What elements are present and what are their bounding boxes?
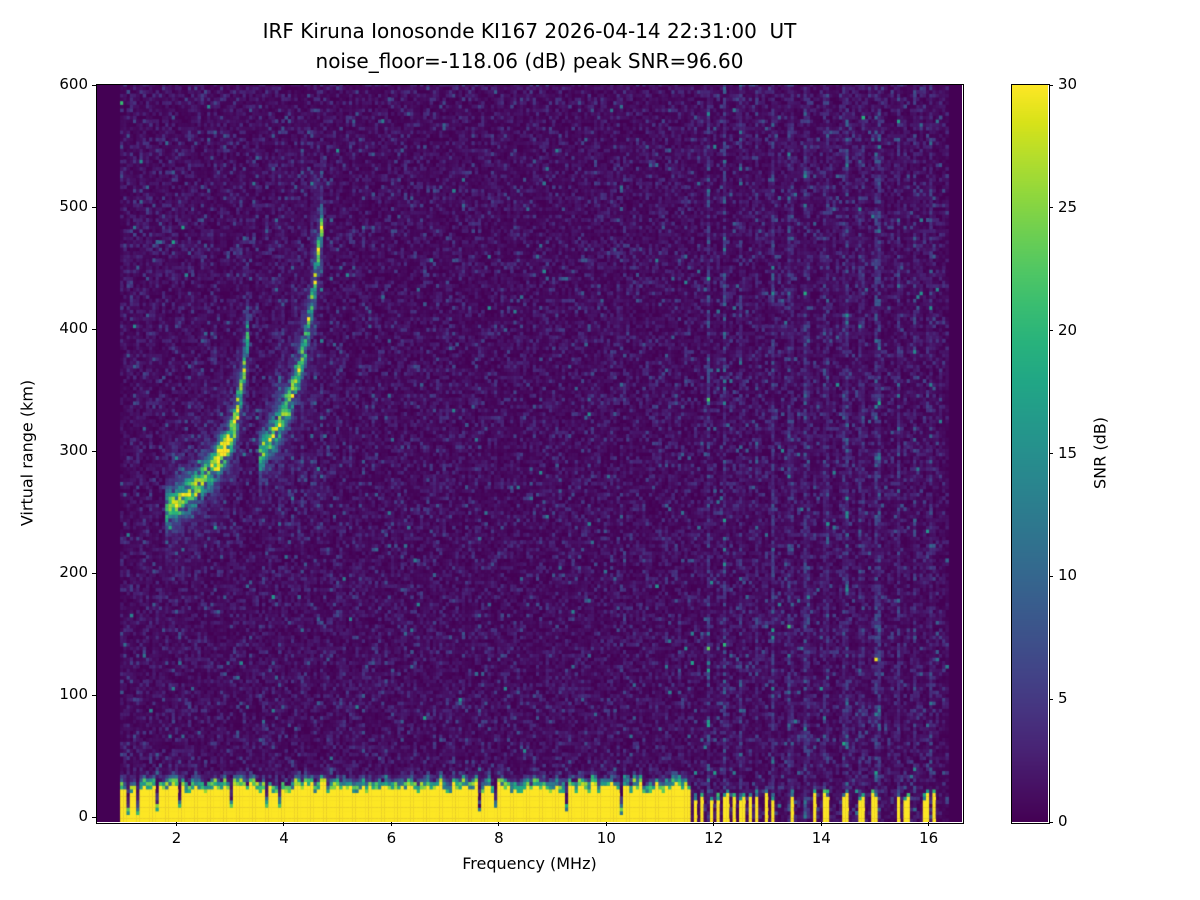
colorbar-tick-mark [1049,698,1053,700]
colorbar-tick-label: 15 [1058,443,1078,462]
y-tick-mark [92,84,96,86]
y-tick-label: 500 [59,197,88,216]
x-tick-label: 12 [704,829,724,847]
colorbar-tick-label: 30 [1058,75,1078,93]
x-tick-label: 10 [596,829,616,847]
y-tick-label: 200 [59,563,88,582]
y-tick-label: 600 [59,75,88,93]
x-tick-mark [928,822,930,826]
y-tick-label: 0 [78,807,88,826]
colorbar-tick-mark [1049,207,1053,209]
ionogram-heatmap [97,85,962,822]
y-tick-mark [92,206,96,208]
x-tick-mark [820,822,822,826]
colorbar-tick-mark [1049,575,1053,577]
x-tick-mark [176,822,177,826]
x-tick-label: 14 [811,829,831,847]
colorbar-tick-label: 20 [1058,320,1078,339]
y-axis-label: Virtual range (km) [17,379,37,527]
x-tick-label: 8 [494,829,504,847]
colorbar-tick-label: 5 [1058,689,1068,708]
x-tick-mark [605,822,607,826]
y-tick-label: 100 [59,685,88,704]
colorbar-tick-mark [1049,330,1053,332]
colorbar-label: SNR (dB) [1090,417,1110,489]
plot-title: IRF Kiruna Ionosonde KI167 2026-04-14 22… [262,19,797,43]
x-tick-mark [498,822,500,826]
y-tick-mark [92,694,96,696]
x-axis-label: Frequency (MHz) [462,854,597,873]
colorbar-tick-mark [1049,453,1053,454]
x-tick-label: 4 [279,829,289,847]
y-tick-label: 400 [59,319,88,338]
y-tick-mark [92,572,96,574]
colorbar [1012,85,1048,822]
colorbar-tick-label: 0 [1058,812,1068,830]
y-tick-mark [92,816,96,818]
colorbar-tick-mark [1049,821,1053,823]
y-tick-mark [92,450,96,452]
plot-subtitle: noise_floor=-118.06 (dB) peak SNR=96.60 [315,49,744,73]
x-tick-mark [713,822,715,826]
y-tick-label: 300 [59,441,88,460]
y-tick-mark [92,328,96,330]
colorbar-tick-mark [1049,84,1053,86]
x-tick-mark [283,822,285,826]
x-tick-label: 16 [919,829,939,847]
x-tick-label: 2 [171,829,182,847]
colorbar-tick-label: 10 [1058,566,1078,585]
x-tick-mark [390,822,392,826]
x-tick-label: 6 [386,829,397,847]
colorbar-tick-label: 25 [1058,197,1078,216]
